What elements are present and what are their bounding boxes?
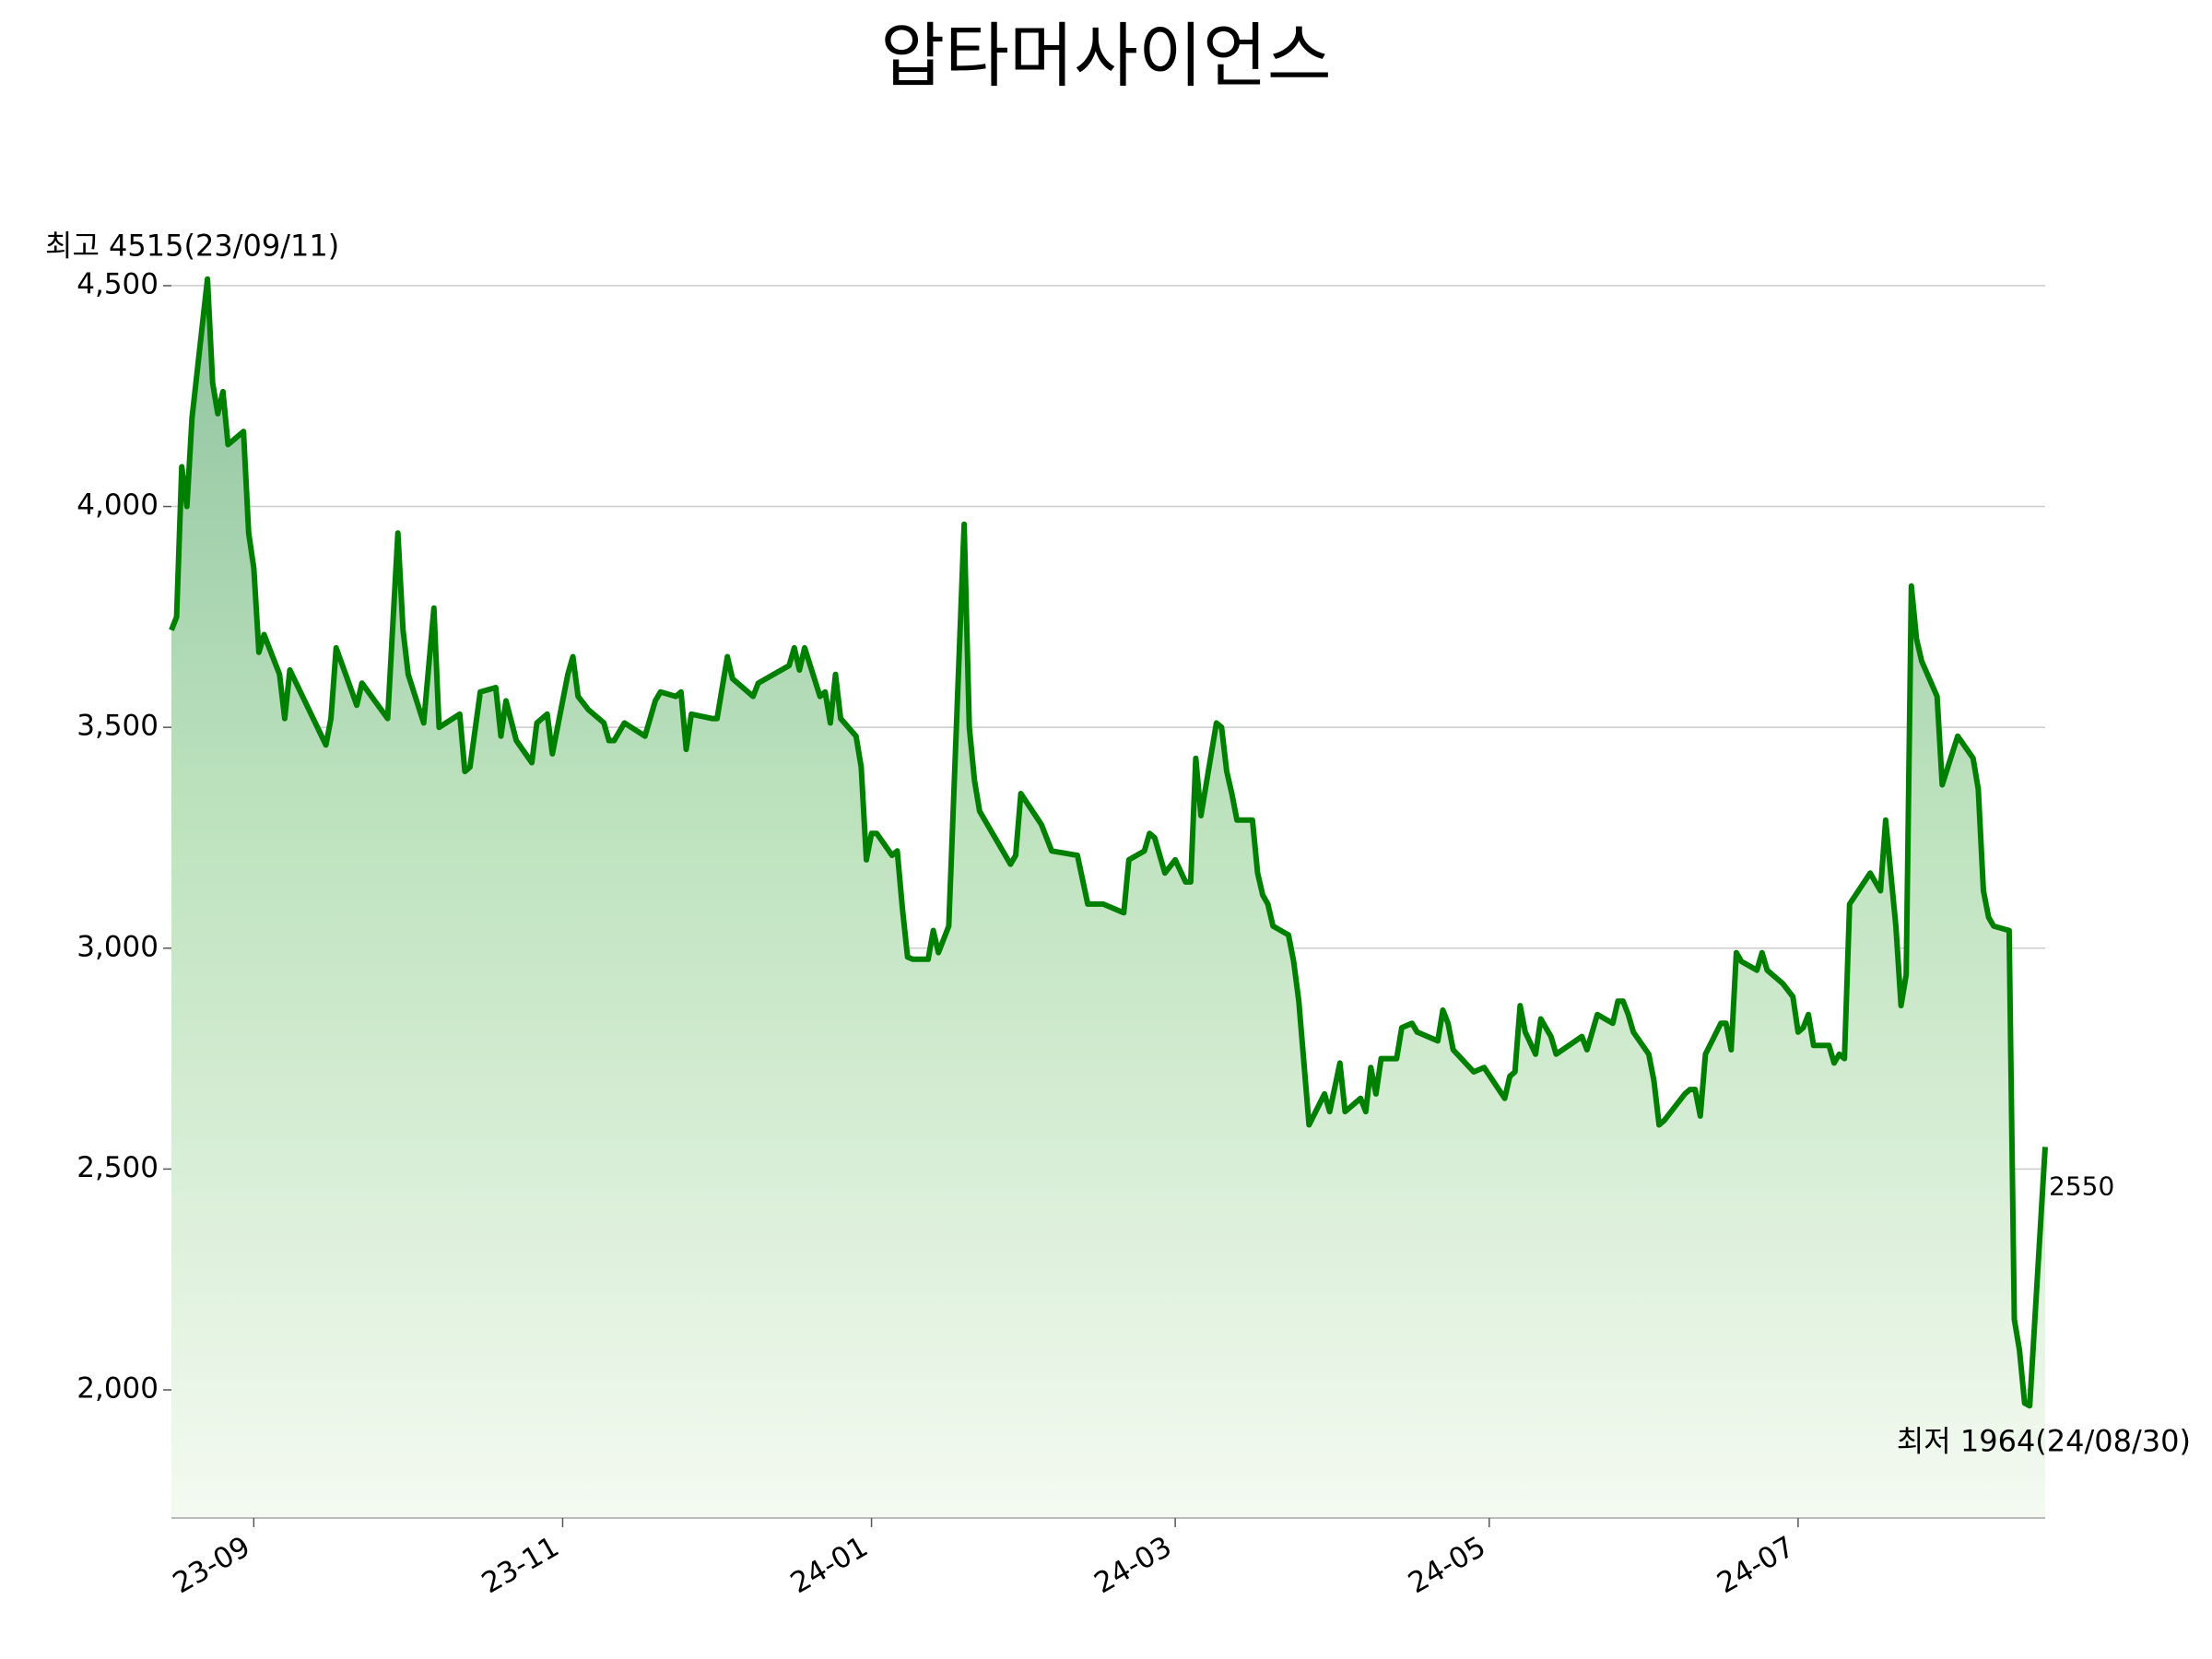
annotation-high: 최고 4515(23/09/11) xyxy=(45,229,339,264)
area xyxy=(171,278,2045,1519)
x-tick-label: 24-01 xyxy=(785,1530,874,1600)
x-tick-label: 23-11 xyxy=(477,1530,565,1600)
x-tick-label: 24-07 xyxy=(1712,1530,1800,1600)
y-tick-label: 3,000 xyxy=(76,930,159,963)
y-tick-label: 4,000 xyxy=(76,488,159,522)
y-tick-label: 2,500 xyxy=(76,1151,159,1184)
chart-title: 압타머사이언스 xyxy=(880,15,1331,97)
y-tick-label: 4,500 xyxy=(76,267,159,300)
y-tick-label: 3,500 xyxy=(76,710,159,743)
x-tick-label: 24-05 xyxy=(1403,1530,1491,1600)
annotation-low: 최저 1964(24/08/30) xyxy=(1897,1423,2191,1458)
price-line xyxy=(169,276,2048,1409)
x-tick-label: 24-03 xyxy=(1088,1530,1177,1600)
last-value-label: 2550 xyxy=(2049,1171,2114,1201)
x-tick-label: 23-09 xyxy=(168,1530,256,1600)
y-tick-label: 2,000 xyxy=(76,1372,159,1406)
